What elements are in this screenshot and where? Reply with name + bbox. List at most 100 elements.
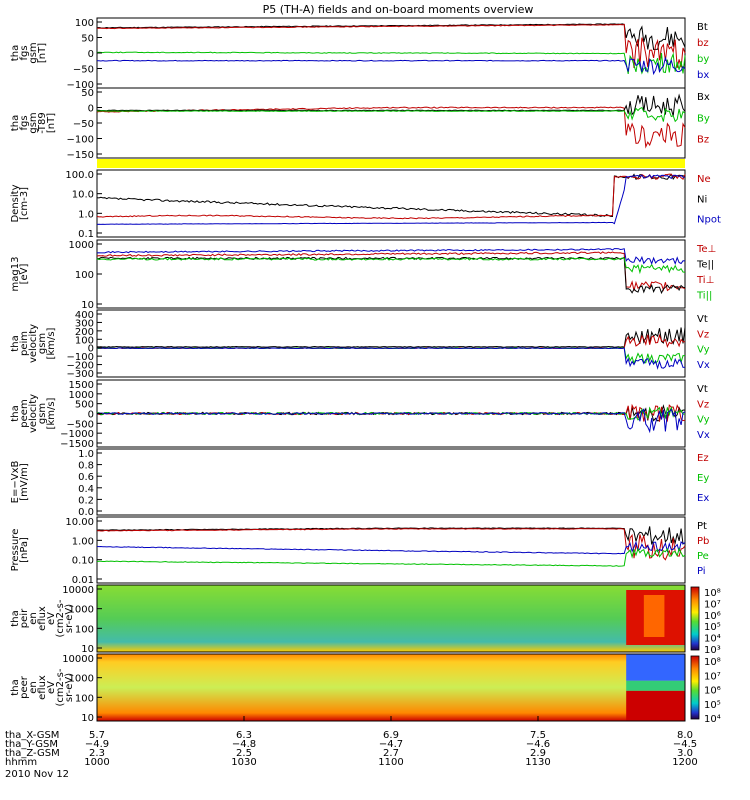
ispec-colorbar-label: 10⁸ [704,588,721,599]
orbit-value: 1100 [378,757,403,768]
temp-legend-3: Ti|| [696,291,712,302]
plot-title: P5 (TH-A) fields and on-board moments ov… [263,3,534,16]
espec-colorbar-label: 10⁵ [704,700,721,711]
espec-colorbar-scale [690,655,700,720]
ivel-ytick-label: 400 [75,310,94,321]
orbit-value: 8.0 [677,730,693,741]
ivel-legend-2: Vy [697,345,710,356]
ispec-ylabel: sr-eV) [64,604,75,633]
pressure-legend-1: Pb [697,536,709,547]
fgs-series-1 [96,23,686,69]
fgs-series-3 [97,56,686,76]
evel-legend-1: Vz [697,399,709,410]
ispec-ylabel: (cm2-s- [55,599,66,637]
temp-ylabel: [eV] [19,264,30,285]
evel-ytick-label: 1500 [69,380,94,391]
fgs_dsl-ytick-label: −50 [73,119,94,130]
ivel-ytick-label: −300 [67,369,94,380]
evel-ytick-label: −1000 [60,429,94,440]
ivel-ylabel: tha [10,335,21,351]
ispec-ylabel: en [28,612,39,625]
panel-temp: 1000 100 10 mag13[eV] Te⊥ Te|| Ti⊥ Ti|| [10,239,716,311]
density-legend-2: Npot [697,215,721,226]
espec-ylabel: (cm2-s- [55,668,66,706]
efield-ytick-label: 0.2 [78,495,94,506]
ivel-ytick-label: 0 [88,344,94,355]
fgs-ylabel: tha [10,45,21,61]
evel-ytick-label: −500 [67,419,94,430]
orbit-value: −4.6 [526,739,550,750]
fgs-ytick-label: 0 [88,49,94,60]
ispec-colorbar-label: 10⁴ [704,634,721,645]
fgs_dsl-ylabel: gsm [28,112,39,133]
temp-series-2 [96,257,686,275]
espec-ytick-label: 1000 [69,674,94,685]
ispec-spectrogram [97,585,685,652]
espec-burst-top [626,654,685,681]
ispec-ylabel: eV [46,612,57,625]
efield-ytick-label: 0.0 [78,507,94,518]
fgs_dsl-ytick-label: 50 [81,88,94,99]
efield-legend-0: Ez [697,453,709,464]
evel-ylabel: peem [19,399,30,427]
fgs_dsl-legend-1: By [697,113,710,124]
espec-ylabel: eflux [37,675,48,700]
temp-legend-2: Ti⊥ [696,275,714,286]
panel-efield: 1.00.80.60.40.20.0 E=−VxB[mV/m] Ez Ey Ex [10,448,709,518]
espec-ylabel: eV [46,681,57,694]
ispec-ytick-label: 10000 [62,585,94,596]
ivel-legend-3: Vx [697,360,710,371]
fgs-ytick-label: −50 [73,65,94,76]
evel-ylabel: velocity [28,394,39,433]
espec-colorbar-label: 10⁶ [704,686,721,697]
espec-colorbar-label: 10⁴ [704,714,721,725]
evel-ytick-label: 1000 [69,390,94,401]
panel-pressure: 10.00 1.00 0.10 0.01 Pressure[nPa] Pt Pb Pe Pi [10,516,709,586]
ispec-ytick-label: 100 [75,624,94,635]
fgs-ylabel: fgs [19,45,30,60]
espec-colorbar: 10⁸ 10⁷ 10⁶ 10⁵ 10⁴ [690,655,721,725]
efield-ytick-label: 0.8 [78,461,94,472]
ivel-series-3 [96,347,686,370]
fgs-legend-0: Bt [697,22,708,33]
temp-series-1 [96,256,686,295]
density-ytick-label: 0.1 [78,229,94,240]
density-legend-0: Ne [697,174,711,185]
orbit-value: 1030 [231,757,256,768]
pressure-legend-0: Pt [697,521,707,532]
orbit-value: −4.7 [379,739,403,750]
orbit-row-label: tha_Y-GSM [5,739,58,750]
temp-frame [96,239,686,309]
ispec-ytick-label: 10 [81,644,94,655]
efield-ytick-label: 0.4 [78,484,94,495]
ispec-frame [96,584,686,653]
ivel-legend-1: Vz [697,329,709,340]
ispec-ytick-label: 1000 [69,605,94,616]
efield-ytick-label: 1.0 [78,449,94,460]
density-series-1 [96,173,686,220]
orbit-value: 3.0 [677,748,693,759]
espec-ytick-label: 10 [81,713,94,724]
ivel-ylabel: peim [19,331,30,356]
fgs_dsl-legend-0: Bx [697,92,710,103]
ispec-ylabel: peir [19,608,30,628]
fgs-series-0 [96,23,686,51]
efield-legend-1: Ey [697,473,709,484]
espec-spectrogram [97,654,685,721]
ivel-ylabel: [km/s] [46,327,57,359]
fgs_dsl-ytick-label: −100 [67,135,94,146]
orbit-row-label: tha_X-GSM [5,730,59,741]
orbit-row-label: tha_Z-GSM [5,748,60,759]
espec-ylabel: sr-eV) [64,673,75,702]
temp-ylabel: mag13 [10,257,21,292]
pressure-series-3 [96,547,686,567]
ivel-ylabel: gsm [37,333,48,354]
fgs_dsl-series-0 [96,106,686,149]
evel-legend-2: Vy [697,415,710,426]
orbit-value: 6.9 [383,730,399,741]
pressure-frame [96,516,686,584]
fgs-ytick-label: 100 [75,18,94,29]
